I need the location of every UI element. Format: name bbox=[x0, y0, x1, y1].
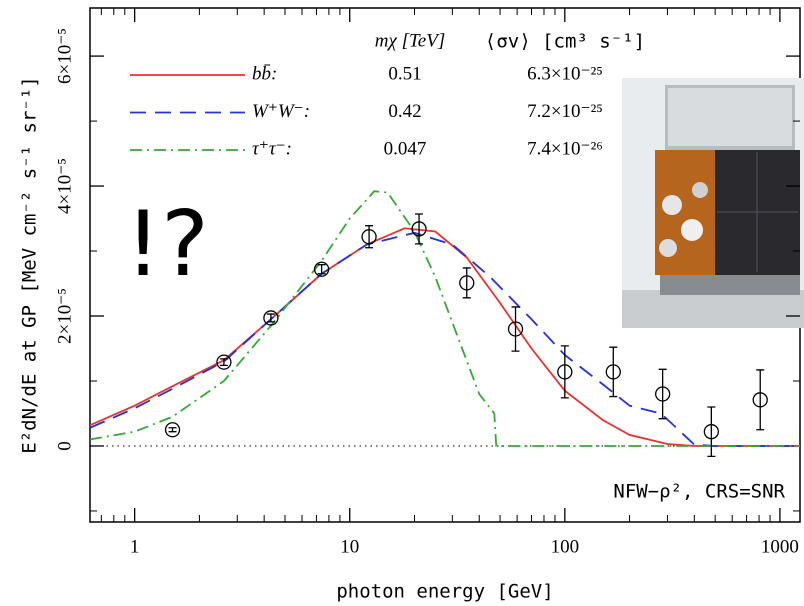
error-bar bbox=[219, 358, 228, 367]
curve bbox=[90, 227, 800, 447]
data-point bbox=[313, 261, 330, 277]
error-bar bbox=[168, 427, 177, 433]
satellite-photo bbox=[622, 78, 804, 328]
data-point bbox=[703, 424, 719, 440]
data-point bbox=[459, 275, 475, 291]
legend-cross-section: 7.2×10⁻²⁵ bbox=[527, 101, 603, 122]
y-axis-label: E²dN/dE at GP [MeV cm⁻² s⁻¹ sr⁻¹] bbox=[19, 76, 41, 454]
y-tick-label: 4×10⁻⁵ bbox=[54, 158, 75, 214]
data-point bbox=[361, 229, 377, 245]
error-bar bbox=[266, 313, 275, 323]
x-tick-label: 1000 bbox=[761, 536, 799, 557]
legend-label: W⁺W⁻: bbox=[252, 101, 310, 122]
error-bar bbox=[317, 264, 326, 275]
x-tick-label: 100 bbox=[551, 536, 580, 557]
data-point bbox=[216, 354, 232, 370]
legend-label: τ⁺τ⁻: bbox=[252, 138, 292, 159]
legend-mass: 0.42 bbox=[388, 101, 421, 122]
error-bar bbox=[658, 368, 667, 420]
error-bar bbox=[707, 406, 716, 458]
x-tick-label: 1 bbox=[130, 536, 140, 557]
data-point bbox=[507, 321, 524, 337]
legend-header: ⟨σv⟩ [cm³ s⁻¹] bbox=[485, 31, 645, 53]
y-tick-label: 0 bbox=[54, 441, 75, 451]
error-bar bbox=[560, 345, 569, 399]
error-bar bbox=[609, 346, 618, 398]
y-tick-label: 2×10⁻⁵ bbox=[54, 288, 75, 344]
error-bar bbox=[756, 369, 765, 431]
annotation: !? bbox=[125, 192, 209, 297]
data-point bbox=[752, 392, 768, 408]
y-tick-label: 6×10⁻⁵ bbox=[54, 28, 75, 84]
legend-header: mχ [TeV] bbox=[375, 30, 445, 51]
data-point bbox=[411, 221, 427, 237]
data-point bbox=[263, 310, 279, 326]
annotation: NFW−ρ², CRS=SNR bbox=[613, 481, 785, 503]
error-bar bbox=[511, 306, 520, 352]
data-point bbox=[557, 364, 573, 380]
legend-cross-section: 7.4×10⁻²⁶ bbox=[527, 138, 603, 159]
error-bar bbox=[462, 267, 471, 299]
data-point bbox=[655, 386, 671, 402]
x-tick-label: 10 bbox=[340, 536, 359, 557]
x-axis-label: photon energy [GeV] bbox=[336, 581, 553, 603]
error-bar bbox=[415, 213, 424, 245]
data-point bbox=[605, 364, 621, 380]
data-point bbox=[164, 422, 181, 438]
legend-cross-section: 6.3×10⁻²⁵ bbox=[527, 63, 603, 84]
legend-mass: 0.047 bbox=[384, 138, 427, 159]
legend-label: bb̄: bbox=[252, 63, 277, 84]
legend-mass: 0.51 bbox=[388, 63, 421, 84]
plot-area bbox=[90, 190, 800, 458]
